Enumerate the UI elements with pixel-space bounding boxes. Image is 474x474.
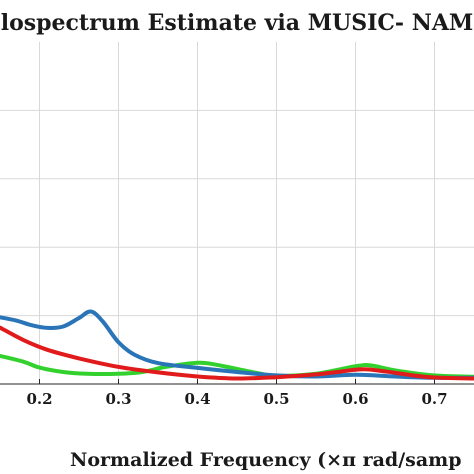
x-axis-label: Normalized Frequency (×π rad/samp [70,449,462,471]
series-line-1 [0,354,474,379]
x-tick-label-3: 0.5 [263,390,289,408]
x-tick-labels: 0.2 0.3 0.4 0.5 0.6 0.7 [26,390,447,408]
x-tick-label-0: 0.2 [26,390,52,408]
axes [0,379,474,385]
x-tick-label-5: 0.7 [421,390,447,408]
series-group [0,309,474,381]
chart-title: lospectrum Estimate via MUSIC- NAM [1,10,474,36]
series-line-0 [0,309,474,380]
x-tick-label-2: 0.4 [184,390,210,408]
series-line-2 [0,325,474,381]
x-tick-label-1: 0.3 [105,390,131,408]
x-tick-label-4: 0.6 [342,390,368,408]
grid [0,42,474,384]
